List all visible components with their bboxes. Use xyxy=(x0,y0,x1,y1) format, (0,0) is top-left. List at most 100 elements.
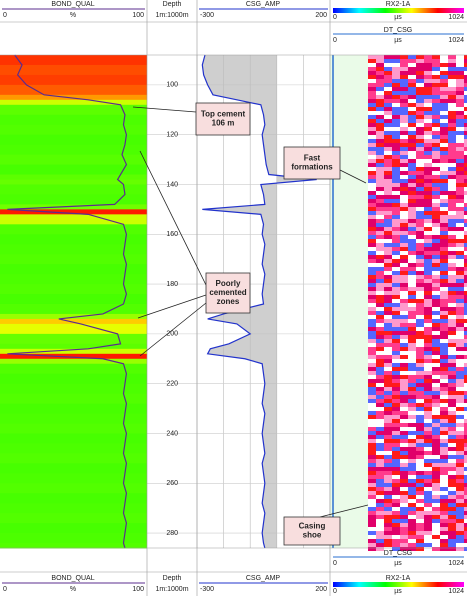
vdl-cell xyxy=(416,119,424,123)
vdl-cell xyxy=(416,323,424,327)
vdl-cell xyxy=(408,439,416,443)
vdl-cell xyxy=(432,143,440,147)
vdl-cell xyxy=(408,483,416,487)
vdl-cell xyxy=(416,499,424,503)
vdl-cell xyxy=(408,415,416,419)
vdl-cell xyxy=(416,411,424,415)
vdl-cell xyxy=(376,487,384,491)
vdl-cell xyxy=(456,87,464,91)
vdl-cell xyxy=(368,423,376,427)
vdl-cell xyxy=(368,371,376,375)
unit: µs xyxy=(394,37,402,44)
vdl-cell xyxy=(448,523,456,527)
vdl-cell xyxy=(368,59,376,63)
vdl-cell xyxy=(424,547,432,551)
vdl-cell xyxy=(424,111,432,115)
vdl-cell xyxy=(456,419,464,423)
vdl-cell xyxy=(400,183,408,187)
depth-tick-label: 140 xyxy=(166,181,178,188)
vdl-cell xyxy=(368,507,376,511)
vdl-cell xyxy=(416,219,424,223)
vdl-cell xyxy=(416,495,424,499)
vdl-cell xyxy=(408,471,416,475)
vdl-cell xyxy=(424,219,432,223)
vdl-cell xyxy=(408,347,416,351)
vdl-cell xyxy=(424,163,432,167)
vdl-cell xyxy=(376,503,384,507)
vdl-cell xyxy=(416,479,424,483)
vdl-cell xyxy=(416,307,424,311)
vdl-cell xyxy=(368,95,376,99)
vdl-cell xyxy=(416,207,424,211)
vdl-cell xyxy=(416,255,424,259)
vdl-cell xyxy=(384,419,392,423)
vdl-cell xyxy=(440,259,448,263)
vdl-cell xyxy=(440,251,448,255)
vdl-cell xyxy=(384,495,392,499)
vdl-cell xyxy=(376,375,384,379)
vdl-cell xyxy=(424,195,432,199)
vdl-cell xyxy=(392,343,400,347)
vdl-cell xyxy=(392,467,400,471)
vdl-cell xyxy=(376,215,384,219)
vdl-cell xyxy=(400,243,408,247)
vdl-cell xyxy=(392,187,400,191)
vdl-cell xyxy=(368,319,376,323)
vdl-cell xyxy=(384,355,392,359)
vdl-cell xyxy=(400,335,408,339)
vdl-cell xyxy=(384,483,392,487)
vdl-cell xyxy=(392,91,400,95)
vdl-cell xyxy=(416,431,424,435)
vdl-cell xyxy=(384,447,392,451)
vdl-cell xyxy=(440,59,448,63)
vdl-cell xyxy=(448,219,456,223)
vdl-cell xyxy=(456,403,464,407)
vdl-cell xyxy=(424,215,432,219)
annotation-text: Top cement xyxy=(201,110,246,119)
vdl-cell xyxy=(376,59,384,63)
vdl-cell xyxy=(416,287,424,291)
vdl-cell xyxy=(440,543,448,547)
vdl-cell xyxy=(432,255,440,259)
vdl-cell xyxy=(440,119,448,123)
vdl-cell xyxy=(384,503,392,507)
depth-name: Depth xyxy=(163,1,182,8)
vdl-cell xyxy=(432,467,440,471)
vdl-cell xyxy=(448,463,456,467)
vdl-cell xyxy=(448,259,456,263)
vdl-cell xyxy=(416,247,424,251)
vdl-cell xyxy=(392,507,400,511)
vdl-cell xyxy=(392,271,400,275)
vdl-cell xyxy=(400,419,408,423)
vdl-cell xyxy=(408,67,416,71)
vdl-cell xyxy=(384,491,392,495)
vdl-cell xyxy=(424,415,432,419)
vdl-cell xyxy=(408,371,416,375)
vdl-cell xyxy=(376,91,384,95)
vdl-cell xyxy=(392,455,400,459)
vdl-cell xyxy=(432,487,440,491)
vdl-cell xyxy=(456,335,464,339)
vdl-cell xyxy=(432,403,440,407)
vdl-cell xyxy=(456,163,464,167)
vdl-cell xyxy=(456,531,464,535)
vdl-cell xyxy=(400,203,408,207)
vdl-cell xyxy=(416,95,424,99)
vdl-cell xyxy=(456,423,464,427)
unit: µs xyxy=(394,560,402,567)
depth-track-bg xyxy=(147,55,197,548)
vdl-cell xyxy=(368,315,376,319)
vdl-cell xyxy=(376,219,384,223)
vdl-cell xyxy=(376,167,384,171)
vdl-cell xyxy=(368,283,376,287)
vdl-cell xyxy=(432,411,440,415)
vdl-cell xyxy=(408,503,416,507)
vdl-cell xyxy=(440,311,448,315)
vdl-cell xyxy=(368,251,376,255)
vdl-cell xyxy=(416,375,424,379)
vdl-cell xyxy=(456,283,464,287)
vdl-cell xyxy=(392,235,400,239)
vdl-cell xyxy=(400,343,408,347)
vdl-cell xyxy=(408,307,416,311)
vdl-cell xyxy=(408,519,416,523)
